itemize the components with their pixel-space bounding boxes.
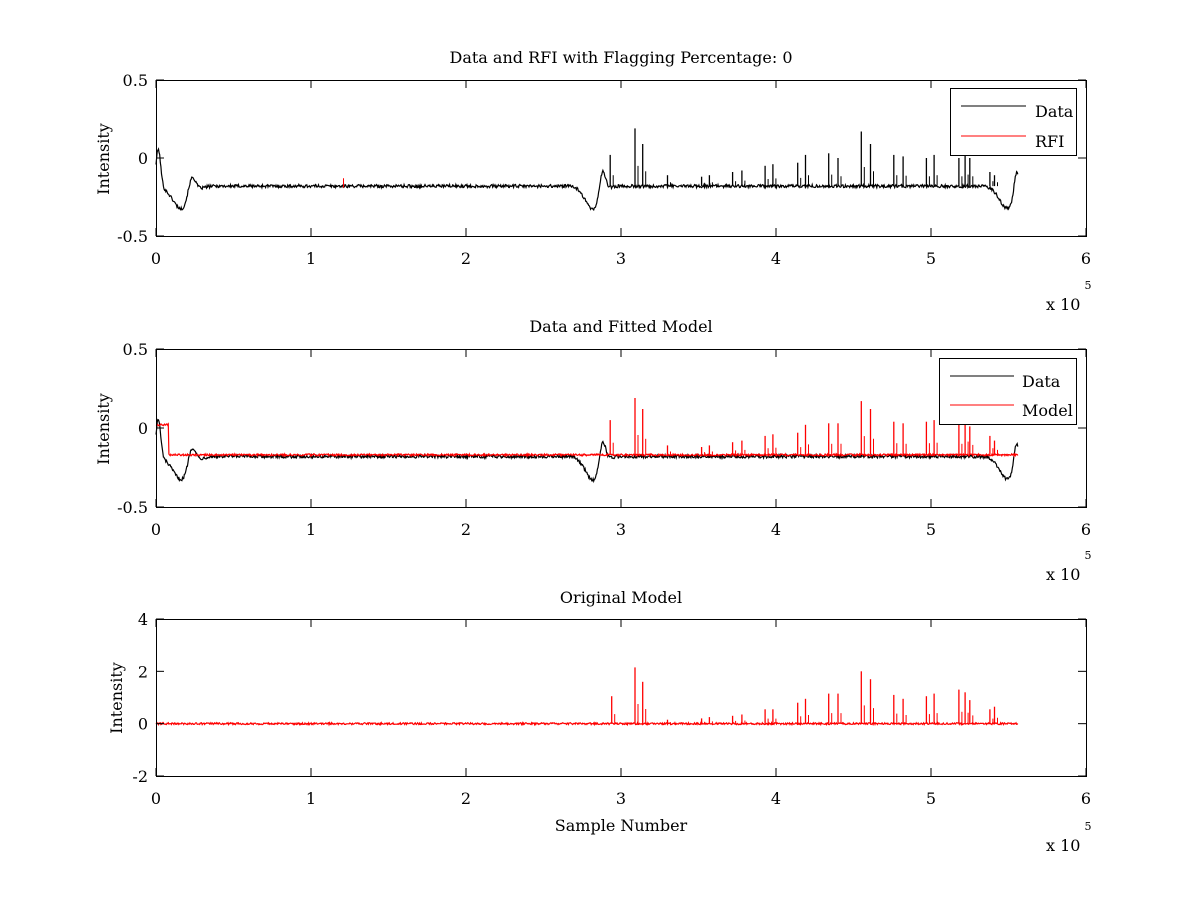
legend-subplot-2-data-label: Data [1022,372,1061,391]
legend-subplot-1-box [950,88,1077,156]
y-tick-label: 0 [138,149,148,168]
x-tick-label: 4 [771,520,781,539]
subplot-2-plot-area: 0 1 2 3 4 5 6-0.500.5 [117,340,1091,539]
x-tick-label: 5 [926,520,936,539]
x-tick-label: 1 [306,520,316,539]
x-tick-label: 2 [461,520,471,539]
y-tick-label: 2 [138,662,148,681]
subplot-2-x-multiplier: x 10 5 [1046,549,1091,584]
x-tick-label: 5 [926,789,936,808]
series-line-data [155,418,1019,484]
subplot-1: Data and RFI with Flagging Percentage: 0… [94,48,1091,314]
series-line-model [155,422,1019,458]
x-tick-label: 4 [771,789,781,808]
legend-subplot-1-rfi-label: RFI [1035,132,1064,151]
legend-subplot-1: Data RFI [950,88,1077,156]
subplot-2-title: Data and Fitted Model [529,317,712,336]
legend-subplot-2: Data Model [939,358,1077,425]
legend-subplot-2-model-label: Model [1022,401,1073,420]
x-tick-label: 4 [771,249,781,268]
y-tick-label: 0 [138,715,148,734]
subplot-2-ylabel: Intensity [94,393,113,465]
subplot-1-x-multiplier-base: x 10 [1046,295,1080,314]
subplot-3-title: Original Model [560,588,682,607]
y-tick-label: -0.5 [117,227,148,246]
subplot-3-x-multiplier-power: 5 [1084,820,1091,833]
subplot-1-x-multiplier-power: 5 [1084,279,1091,292]
subplot-2-x-multiplier-base: x 10 [1046,565,1080,584]
y-tick-label: 0 [138,419,148,438]
x-tick-label: 1 [306,249,316,268]
subplot-2-axes: 0 1 2 3 4 5 6-0.500.5 [117,340,1091,539]
subplot-3-x-multiplier: x 10 5 [1046,820,1091,855]
subplot-2: Data and Fitted Model 0 1 2 3 4 5 6-0.500.5 In… [94,317,1091,584]
x-tick-label: 6 [1081,789,1091,808]
y-tick-label: 0.5 [123,71,148,90]
legend-subplot-1-data-label: Data [1035,102,1074,121]
series-line-data [155,147,1019,211]
subplot-2-x-multiplier-power: 5 [1084,549,1091,562]
subplot-1-x-multiplier: x 10 5 [1046,279,1091,314]
subplot-3-xlabel: Sample Number [555,816,688,835]
subplot-3-frame [156,619,1087,777]
subplot-1-frame [156,80,1087,237]
subplot-3-ylabel: Intensity [107,662,126,734]
x-tick-label: 0 [151,520,161,539]
x-tick-label: 6 [1081,520,1091,539]
subplot-3-series-model [155,667,1019,727]
y-tick-label: -0.5 [117,498,148,517]
x-tick-label: 3 [616,520,626,539]
x-tick-label: 1 [306,789,316,808]
subplot-3-x-multiplier-base: x 10 [1046,836,1080,855]
x-tick-label: 0 [151,249,161,268]
x-tick-label: 2 [461,249,471,268]
subplot-1-series-data [155,128,1019,211]
y-tick-label: -2 [132,767,148,786]
subplot-1-ylabel: Intensity [94,123,113,195]
subplot-1-title: Data and RFI with Flagging Percentage: 0 [449,48,792,67]
legend-subplot-2-box [939,358,1077,425]
x-tick-label: 6 [1081,249,1091,268]
x-tick-label: 5 [926,249,936,268]
subplot-2-series-model [155,398,1019,458]
x-tick-label: 3 [616,789,626,808]
subplot-2-series-data [155,418,1019,484]
subplot-2-frame [156,349,1087,508]
x-tick-label: 0 [151,789,161,808]
x-tick-label: 3 [616,249,626,268]
y-tick-label: 0.5 [123,340,148,359]
y-tick-label: 4 [138,610,148,629]
x-tick-label: 2 [461,789,471,808]
series-line-model [155,720,1019,727]
